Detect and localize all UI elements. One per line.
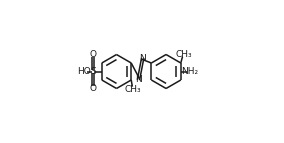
Text: N: N	[135, 76, 142, 85]
Text: S: S	[90, 67, 96, 76]
Text: CH₃: CH₃	[124, 85, 141, 94]
Text: O: O	[89, 50, 97, 59]
Text: O: O	[89, 84, 97, 93]
Text: HO: HO	[77, 67, 91, 76]
Text: N: N	[139, 53, 146, 62]
Text: CH₃: CH₃	[175, 50, 192, 59]
Text: NH₂: NH₂	[181, 67, 198, 76]
